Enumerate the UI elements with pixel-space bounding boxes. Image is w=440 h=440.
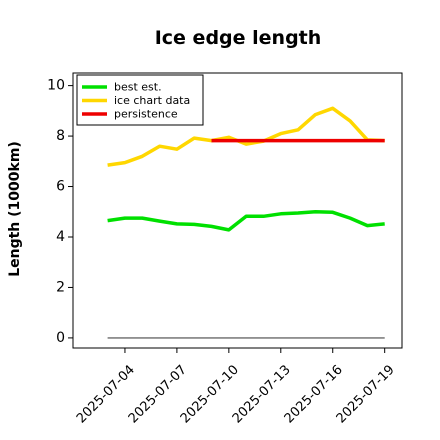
y-tick-label: 6 [56, 179, 65, 195]
y-tick-label: 0 [56, 330, 65, 346]
axes: 02468102025-07-042025-07-072025-07-10202… [47, 78, 398, 427]
legend-label: best est. [114, 81, 162, 94]
y-tick-label: 8 [56, 128, 65, 144]
chart-title: Ice edge length [155, 27, 322, 49]
plot-area [107, 106, 385, 339]
series-line-ice-chart-data [107, 106, 385, 167]
legend-label: persistence [114, 108, 178, 121]
y-tick-label: 2 [56, 279, 65, 295]
legend-label: ice chart data [114, 94, 190, 107]
plot-frame [72, 72, 403, 349]
y-axis-label: Length (1000km) [7, 141, 23, 277]
y-tick-label: 10 [47, 78, 65, 94]
series-line-best-est- [107, 210, 385, 232]
y-tick-label: 4 [56, 229, 65, 245]
